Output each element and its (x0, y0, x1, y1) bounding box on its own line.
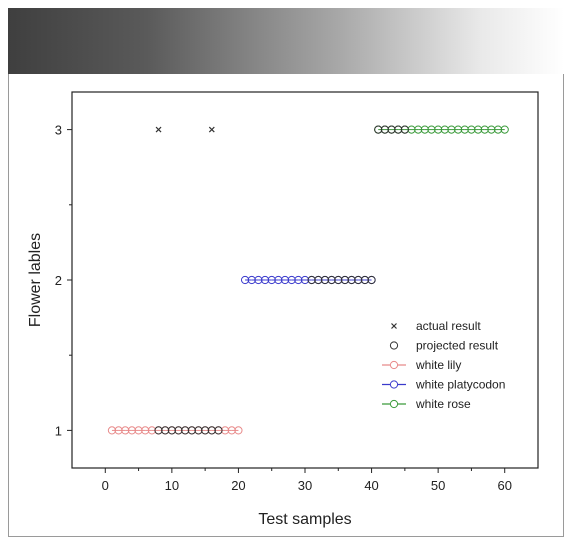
plot-marks (107, 125, 509, 435)
data-point (414, 125, 423, 134)
data-point (320, 275, 330, 285)
data-point (374, 125, 383, 134)
data-point (207, 426, 216, 435)
data-point (254, 275, 263, 285)
data-point (234, 426, 243, 435)
legend-marker (389, 380, 399, 389)
data-point (407, 125, 416, 134)
figure-frame (8, 74, 564, 537)
data-point (340, 275, 350, 285)
data-point (194, 426, 203, 435)
data-point (214, 426, 223, 435)
data-point (380, 125, 389, 134)
data-point (167, 426, 176, 435)
legend: actual result projected result white lily w… (382, 319, 505, 411)
legend-marker (389, 341, 399, 350)
data-point (394, 125, 403, 134)
data-point (400, 125, 409, 134)
y-tick-label: 3 (55, 123, 62, 138)
data-point (447, 125, 456, 134)
data-point (181, 426, 190, 435)
legend-label: actual result (416, 319, 481, 333)
x-axis-label: Test samples (258, 511, 351, 528)
axis-ticks: 0 10 20 30 40 50 60 1 2 3 (55, 123, 512, 493)
data-point (161, 426, 170, 435)
y-axis-label: Flower lables (27, 233, 44, 327)
legend-label: white rose (415, 397, 471, 411)
data-point (387, 125, 396, 134)
x-tick-label: 20 (231, 478, 245, 493)
x-tick-label: 60 (497, 478, 511, 493)
data-point (174, 426, 183, 435)
data-point (360, 275, 370, 285)
data-point (327, 275, 336, 285)
data-point (354, 275, 363, 285)
data-point (427, 125, 436, 134)
data-point (314, 275, 323, 285)
legend-marker (389, 360, 399, 370)
data-point (287, 275, 296, 285)
data-point (147, 426, 156, 435)
data-point (107, 426, 117, 435)
data-point (500, 125, 509, 134)
header-banner (8, 8, 564, 74)
data-point (260, 275, 270, 285)
data-point (334, 275, 343, 285)
legend-marker (389, 399, 399, 409)
data-point (367, 275, 376, 285)
data-point (240, 275, 250, 285)
data-point (493, 125, 503, 134)
data-point (121, 426, 130, 435)
data-point (467, 125, 476, 134)
data-point (307, 275, 316, 285)
data-point (201, 426, 210, 435)
y-tick-label: 1 (55, 423, 62, 438)
data-point (294, 275, 303, 285)
data-point (300, 275, 310, 285)
data-point (347, 275, 356, 285)
legend-label: white platycodon (415, 378, 505, 392)
data-point (221, 426, 230, 435)
y-tick-label: 2 (55, 273, 62, 288)
legend-marker (391, 323, 397, 329)
data-point (487, 125, 496, 134)
data-point (141, 426, 150, 435)
data-point (114, 426, 123, 435)
x-tick-label: 0 (102, 478, 109, 493)
data-point (280, 275, 290, 285)
data-point (420, 125, 429, 134)
x-tick-label: 10 (165, 478, 179, 493)
data-point (460, 125, 469, 134)
data-point (440, 125, 449, 134)
data-point (227, 426, 236, 435)
x-tick-label: 50 (431, 478, 445, 493)
data-point (267, 275, 276, 285)
data-point (454, 125, 463, 134)
legend-label: projected result (416, 339, 499, 353)
data-point (434, 125, 443, 134)
x-tick-label: 30 (298, 478, 312, 493)
data-point (187, 426, 196, 435)
data-point (208, 126, 215, 133)
data-point (473, 125, 483, 134)
legend-label: white lily (415, 358, 461, 372)
data-point (247, 275, 256, 285)
data-point (274, 275, 283, 285)
data-point (154, 426, 163, 435)
data-point (155, 126, 162, 133)
x-tick-label: 40 (364, 478, 378, 493)
data-point (127, 426, 137, 435)
data-point (134, 426, 143, 435)
data-point (480, 125, 489, 134)
